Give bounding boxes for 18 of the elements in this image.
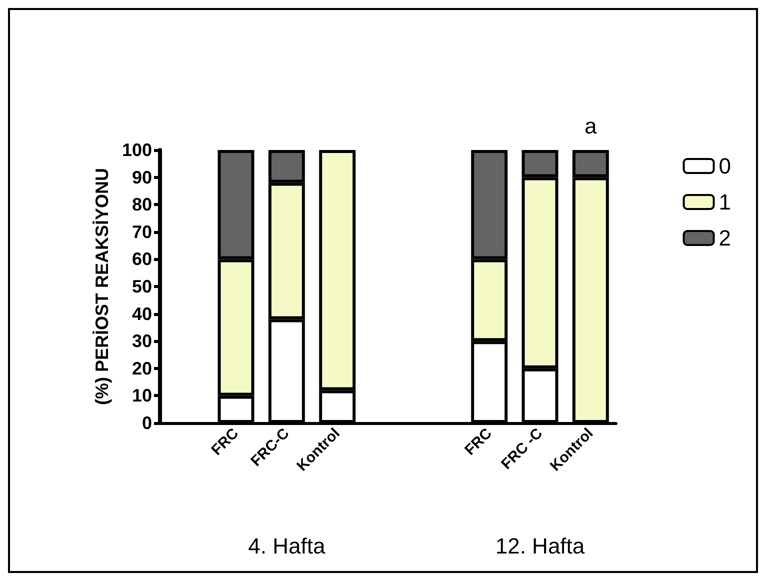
y-axis-title: (%) PERİOST REAKSİYONU <box>92 168 112 406</box>
y-tick-label: 30 <box>132 331 152 352</box>
legend-label: 2 <box>718 226 732 250</box>
y-tick-label: 20 <box>132 358 152 378</box>
y-tick-label: 0 <box>142 413 152 433</box>
legend-label: 1 <box>718 190 732 214</box>
legend-label: 0 <box>718 154 732 178</box>
y-tick-label: 100 <box>122 140 152 160</box>
y-tick-label: 70 <box>132 222 152 242</box>
text: 4. Hafta <box>248 534 326 558</box>
y-tick-label: 40 <box>132 304 152 324</box>
y-tick-label: 10 <box>132 386 152 406</box>
text: a <box>584 114 598 138</box>
text: 12. Hafta <box>495 534 586 558</box>
y-tick-label: 60 <box>132 249 152 270</box>
y-tick-label: 50 <box>132 276 152 296</box>
y-tick-label: 90 <box>132 167 152 188</box>
y-tick-label: 80 <box>132 194 152 215</box>
